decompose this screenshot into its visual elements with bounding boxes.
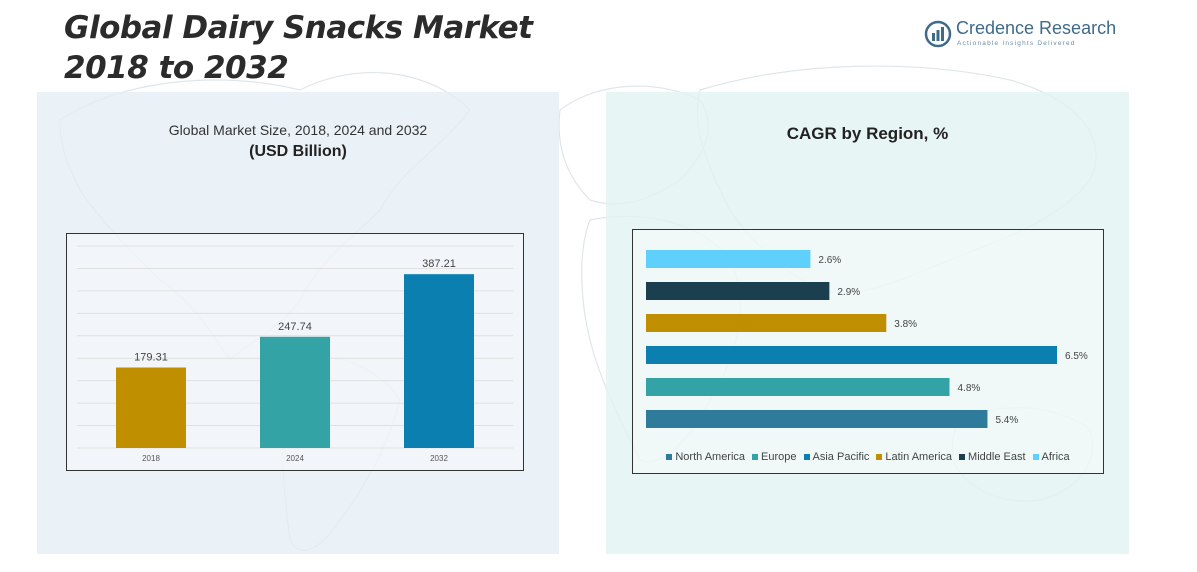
hbar-africa xyxy=(646,250,811,268)
legend-swatch xyxy=(803,454,810,460)
brand-name: Credence Research xyxy=(956,18,1117,38)
credence-logo-icon xyxy=(924,20,952,48)
brand-tagline: Actionable Insights Delivered xyxy=(957,40,1076,47)
hbar-value-label: 4.8% xyxy=(958,383,981,394)
market-size-unit: (USD Billion) xyxy=(249,143,347,160)
legend-swatch xyxy=(752,454,759,460)
bar-value-label: 387.21 xyxy=(422,258,456,270)
x-tick-label: 2032 xyxy=(430,454,448,463)
legend-item: Asia Pacific xyxy=(803,451,870,463)
hbar-value-label: 6.5% xyxy=(1065,351,1088,362)
hbar-europe xyxy=(646,378,950,396)
legend-item: Latin America xyxy=(876,451,952,463)
title-line-2: 2018 to 2032 xyxy=(64,50,289,86)
hbar-latin-america xyxy=(646,314,887,332)
legend-label: Africa xyxy=(1041,451,1070,463)
bar-value-label: 179.31 xyxy=(134,352,168,364)
market-size-subtitle: Global Market Size, 2018, 2024 and 2032 xyxy=(168,122,428,138)
legend-swatch xyxy=(876,454,883,460)
legend-item: North America xyxy=(666,451,745,463)
legend-label: North America xyxy=(675,451,746,463)
hbar-middle-east xyxy=(646,282,830,300)
legend-item: Africa xyxy=(1032,451,1070,463)
hbar-asia-pacific xyxy=(646,346,1057,364)
legend-label: Latin America xyxy=(885,451,953,463)
legend-label: Europe xyxy=(761,451,797,463)
legend-label: Asia Pacific xyxy=(812,451,870,463)
title-line-1: Global Dairy Snacks Market xyxy=(64,10,533,46)
legend-swatch xyxy=(959,454,966,460)
brand-logo: Credence Research Actionable Insights De… xyxy=(924,18,1124,52)
cagr-legend: North America Europe Asia Pacific Latin Ame… xyxy=(633,451,1103,463)
legend-swatch xyxy=(666,454,673,460)
cagr-title: CAGR by Region, % xyxy=(786,124,949,143)
bar-2032 xyxy=(404,274,474,448)
cagr-chart: 2.6% 2.9% 3.8% 6.5% 4.8% 5.4% North America Eu… xyxy=(632,229,1104,474)
hbar-north-america xyxy=(646,410,988,428)
bar-2024 xyxy=(260,336,330,448)
legend-swatch xyxy=(1032,454,1039,460)
x-tick-label: 2018 xyxy=(142,454,160,463)
market-size-bar-chart: 179.31 2018 247.74 2024 387.21 2032 xyxy=(77,245,513,463)
hbar-value-label: 2.6% xyxy=(818,255,841,266)
bar-2018 xyxy=(116,367,186,448)
legend-item: Europe xyxy=(752,451,797,463)
legend-label: Middle East xyxy=(968,451,1026,463)
hbar-value-label: 5.4% xyxy=(995,415,1018,426)
page-title: Global Dairy Snacks Market 2018 to 2032 xyxy=(64,8,533,88)
bar-value-label: 247.74 xyxy=(278,321,312,333)
x-tick-label: 2024 xyxy=(286,454,304,463)
cagr-bar-chart: 2.6% 2.9% 3.8% 6.5% 4.8% 5.4% xyxy=(646,250,1088,428)
market-size-chart: 179.31 2018 247.74 2024 387.21 2032 xyxy=(66,233,524,471)
hbar-value-label: 2.9% xyxy=(837,287,860,298)
legend-item: Middle East xyxy=(959,451,1026,463)
hbar-value-label: 3.8% xyxy=(894,319,917,330)
